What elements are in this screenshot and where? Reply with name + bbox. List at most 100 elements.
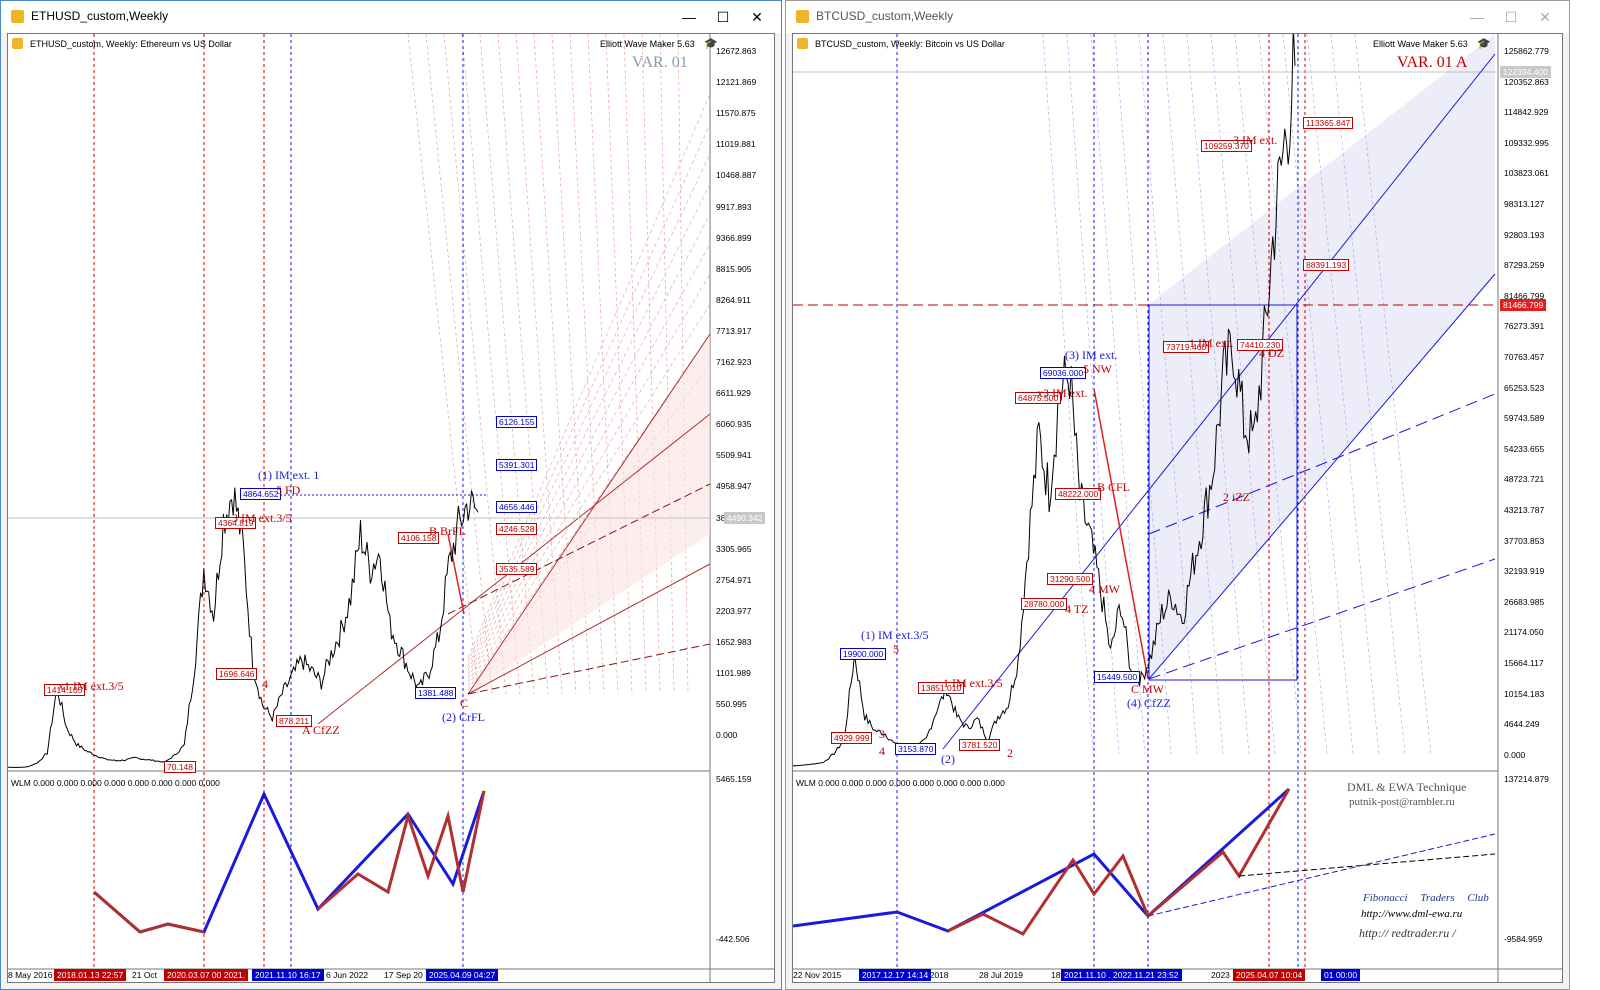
eth-indicator-axis: 5465.159 -442.506 <box>710 774 774 964</box>
price-axis-tick: 3305.965 <box>716 543 752 554</box>
price-axis-tick: 81466.799 <box>1504 290 1545 301</box>
wave-label: (2) <box>941 752 955 766</box>
price-level-box: 109259.370 <box>1201 140 1252 152</box>
btc-time-axis: 22 Nov 2015 y 2018 28 Jul 2019 18 2023 2017.1… <box>793 968 1498 982</box>
price-axis-tick: 114842.929 <box>1504 107 1549 118</box>
chart-window-icon <box>11 10 24 23</box>
price-axis-tick: 12672.863 <box>716 46 757 56</box>
btc-chart-title: BTCUSD_custom, Weekly: Bitcoin vs US Dol… <box>815 39 1005 49</box>
time-axis-label: 17 Sep 20 <box>384 970 423 980</box>
price-level-box: 3781.520 <box>959 739 1001 751</box>
signature-line4[interactable]: http://www.dml-ewa.ru <box>1361 908 1463 920</box>
target-box <box>1148 304 1298 681</box>
price-axis-tick: 15664.117 <box>1504 658 1544 668</box>
minimize-button[interactable]: — <box>1470 9 1484 25</box>
price-axis-tick: 11570.875 <box>716 108 756 119</box>
wave-label: B CFL <box>1097 480 1131 494</box>
price-level-box: 1696.646 <box>216 668 258 680</box>
fib-fan-line <box>1258 34 1328 755</box>
btc-chart-area[interactable]: BTCUSD_custom, Weekly: Bitcoin vs US Dol… <box>792 33 1563 983</box>
indicator-axis-tick: 5465.159 <box>716 774 752 784</box>
wave-segment <box>447 533 465 615</box>
wave-label: A CfZZ <box>302 723 340 737</box>
eth-titlebar[interactable]: ETHUSD_custom,Weekly — ☐ ✕ <box>1 1 781 33</box>
price-level-box: 88391.193 <box>1303 259 1350 271</box>
eth-window: ETHUSD_custom,Weekly — ☐ ✕ ETHUSD_custom… <box>0 0 782 990</box>
eth-current-price: 4490.342 <box>724 512 766 524</box>
eth-price-chart[interactable] <box>8 34 774 982</box>
date-marker: 2021.11.10 16:17 <box>252 969 324 981</box>
fib-fan-line <box>467 93 711 659</box>
price-axis-tick: 10154.183 <box>1504 688 1545 699</box>
price-level-box: 13851.010 <box>918 682 965 694</box>
fib-fan-line <box>1330 34 1406 755</box>
channel-line <box>1148 273 1496 680</box>
indicator-red-line <box>317 790 486 911</box>
btc-window: BTCUSD_custom,Weekly — ☐ ✕ BTCUSD_custom… <box>785 0 1570 990</box>
channel-fill <box>1149 34 1495 679</box>
fib-fan-line <box>467 153 711 667</box>
minimize-button[interactable]: — <box>682 9 696 25</box>
price-axis-tick: 65253.523 <box>1504 382 1545 393</box>
price-axis-tick: 7713.917 <box>716 325 752 336</box>
price-axis-tick: 32193.919 <box>1504 566 1545 577</box>
price-axis-tick: 1101.989 <box>716 668 751 678</box>
wave-label: 3 IM ext.3/5 <box>232 511 292 525</box>
wave-label: (1) IM ext.3/5 <box>861 628 929 642</box>
wave-label: (1) IM ext. 1 <box>258 468 320 482</box>
time-axis-label: 8 May 2016 <box>8 970 53 980</box>
channel-line <box>467 333 711 695</box>
wave-label: 5 NW <box>1083 362 1112 376</box>
price-axis-tick: 2203.977 <box>716 605 752 616</box>
price-axis-tick: 9366.899 <box>716 232 752 243</box>
btc-indicator-label: WLM 0.000 0.000 0.000 0.000 0.000 0.000 … <box>796 778 1005 788</box>
channel-line <box>447 483 711 615</box>
price-level-box: 15449.500 <box>1094 671 1141 683</box>
wave-label: 4 DZ <box>1259 346 1284 360</box>
signature-line5[interactable]: http:// redtrader.ru / <box>1359 926 1456 940</box>
fib-fan-line <box>443 34 507 695</box>
channel-line <box>1148 393 1496 535</box>
price-axis-tick: 4958.947 <box>716 481 752 492</box>
symbol-icon <box>797 38 808 49</box>
btc-titlebar[interactable]: BTCUSD_custom,Weekly — ☐ ✕ <box>786 1 1569 33</box>
eth-time-axis: 8 May 2016 21 Oct 6 Jun 2022 17 Sep 20 2018.… <box>8 968 710 982</box>
time-axis-label: 28 Jul 2019 <box>979 970 1023 980</box>
fib-fan-line <box>467 213 711 675</box>
channel-line <box>942 53 1496 750</box>
fib-fan-line <box>461 34 521 695</box>
maximize-button[interactable]: ☐ <box>716 9 730 25</box>
btc-window-title: BTCUSD_custom,Weekly <box>816 9 954 23</box>
price-axis-tick: 37703.853 <box>1504 535 1545 546</box>
price-level-box: 73719.460 <box>1163 341 1210 353</box>
wave-label: 5 <box>893 642 899 656</box>
wave-label: (3) IM ext. <box>1065 348 1118 362</box>
price-level-box: 5391.301 <box>496 459 538 471</box>
date-marker: 2021.11.10 . 2022.11.21 23:52 <box>1061 969 1182 981</box>
price-axis-tick: 8815.905 <box>716 263 752 274</box>
symbol-icon <box>12 38 23 49</box>
date-marker: 2020.03.07 00 2021. <box>164 969 248 981</box>
btc-price-chart[interactable] <box>793 34 1562 982</box>
price-level-box: 74410.230 <box>1237 339 1284 351</box>
time-axis-label: 22 Nov 2015 <box>793 970 842 980</box>
eth-var-label: VAR. 01 <box>632 54 688 71</box>
price-axis-tick: 125862.779 <box>1504 46 1549 56</box>
price-level-box: 69036.000 <box>1040 367 1087 379</box>
maximize-button[interactable]: ☐ <box>1504 9 1518 25</box>
price-level-box: 4656.446 <box>496 501 538 513</box>
fib-fan-line <box>1306 34 1380 755</box>
fib-fan-line <box>623 34 647 695</box>
eth-chart-area[interactable]: ETHUSD_custom, Weekly: Ethereum vs US Do… <box>7 33 775 983</box>
close-button[interactable]: ✕ <box>1539 9 1551 25</box>
time-axis-label: 2023 <box>1211 970 1230 980</box>
price-axis-tick: 59743.589 <box>1504 413 1545 424</box>
close-button[interactable]: ✕ <box>751 9 763 25</box>
wave-label: 4 MW <box>1089 582 1120 596</box>
price-level-box: 48222.000 <box>1055 488 1102 500</box>
wave-label: 1 IM ext. <box>1189 336 1234 350</box>
fib-fan-line <box>1186 34 1250 755</box>
price-axis-tick: 10468.887 <box>716 170 757 181</box>
indicator-axis-tick: -9584.959 <box>1504 934 1543 944</box>
price-axis-tick: 5509.941 <box>716 450 752 461</box>
